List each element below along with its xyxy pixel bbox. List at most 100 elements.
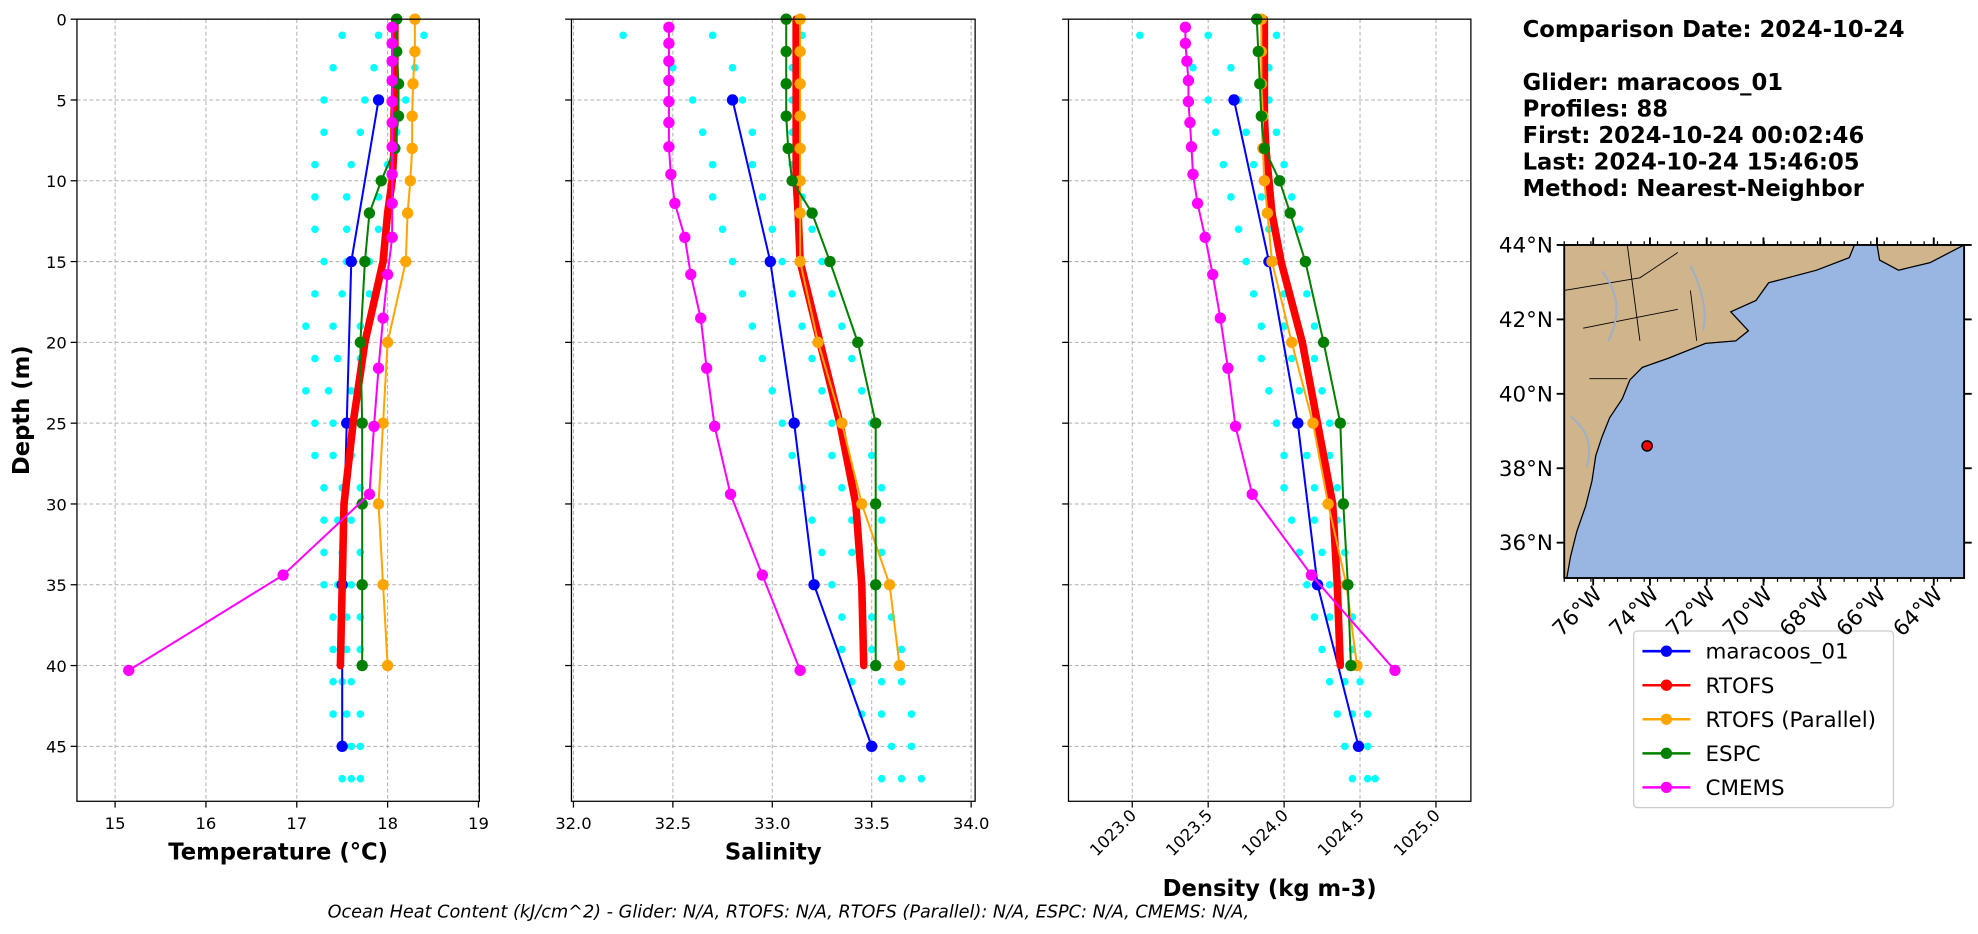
scatter-point [347,677,356,686]
series-marker [1311,579,1324,591]
y-tick-label: 35 [46,576,67,595]
series-marker [386,95,398,108]
scatter-point [838,613,846,621]
scatter-point [329,63,337,72]
scatter-point [877,774,886,783]
legend-marker [1660,781,1673,794]
scatter-point [347,160,356,169]
scatter-point [917,774,926,783]
info-line: Glider: maracoos_01 [1523,70,1783,96]
x-tick-label: 1024.5 [1314,806,1368,860]
scatter-point [1363,742,1372,751]
series-marker [1286,336,1298,349]
x-tick-label: 32.0 [555,814,591,833]
y-axis-label: Depth (m) [9,345,35,475]
series-marker [386,37,398,50]
series-marker [356,417,368,429]
series-marker [1266,255,1278,268]
series-marker [1307,417,1319,429]
series-marker [1292,417,1304,429]
series-marker [806,207,818,219]
scatter-point [311,225,319,234]
scatter-point [1272,31,1281,40]
legend-marker [1660,713,1673,725]
scatter-point [1325,580,1334,589]
y-tick-label: 40°N [1499,382,1553,407]
scatter-point [1227,193,1235,201]
series-marker [679,231,691,244]
scatter-point [748,160,757,169]
series-line [128,27,394,672]
scatter-point [1318,645,1326,654]
series-marker [893,659,906,672]
scatter-point [867,613,876,621]
scatter-point [420,31,428,40]
scatter-point [1325,613,1334,621]
series-marker [794,664,806,677]
scatter-point [838,322,846,330]
series-marker [669,197,681,210]
series-marker [372,498,385,510]
scatter-point [311,451,319,460]
series-marker [1334,417,1346,429]
scatter-point [838,645,846,654]
scatter-point [338,290,346,298]
series-marker [780,78,792,90]
scatter-point [329,645,337,654]
series-marker [356,498,368,510]
series-marker [404,175,417,187]
scatter-point [828,419,836,427]
series-marker [883,579,896,591]
series-marker [1258,175,1271,187]
scatter-point [311,354,319,363]
x-tick-label: 1024.0 [1238,806,1292,860]
x-axis-label: Temperature (°C) [168,839,388,865]
scatter-point [311,419,319,427]
scatter-point [1211,128,1220,137]
series-marker [856,498,868,510]
legend-label: RTOFS (Parallel) [1706,708,1877,733]
axes-frame [76,18,480,802]
scatter-point [1363,710,1372,718]
x-tick-label: 18 [377,814,398,833]
scatter-point [320,128,328,137]
scatter-point [1280,322,1288,330]
series-marker [1342,579,1354,591]
scatter-point [1136,31,1144,40]
series-marker [1258,142,1271,155]
scatter-point [342,225,351,234]
series-marker [372,362,385,374]
scatter-point [1310,613,1319,621]
series-marker [368,420,380,433]
scatter-point [748,128,757,137]
scatter-point [808,354,816,363]
scatter-point [1341,548,1349,557]
scatter-point [788,290,796,298]
series-marker [794,110,806,122]
scatter-point [708,31,717,40]
scatter-point [619,31,627,40]
scatter-point [302,322,310,330]
scatter-point [758,354,767,363]
series-marker [377,312,389,324]
series-marker [1255,110,1268,122]
scatter-point [1242,128,1250,137]
land [1563,244,1856,579]
scatter-point [867,451,876,460]
series-marker [340,500,348,508]
y-tick-label: 0 [56,10,66,29]
scatter-point [1287,516,1296,524]
scatter-point [311,193,319,201]
series-marker [1322,498,1334,510]
series-marker [381,268,394,281]
x-tick-label: 34.0 [953,814,989,833]
scatter-point [1348,774,1357,783]
scatter-point [828,451,836,460]
scatter-point [329,451,337,460]
series-marker [377,417,389,429]
series-marker [1345,659,1357,672]
info-line: Last: 2024-10-24 15:46:05 [1523,149,1860,175]
legend-marker [1660,679,1673,691]
scatter-point [1318,387,1326,395]
scatter-point [867,645,876,654]
